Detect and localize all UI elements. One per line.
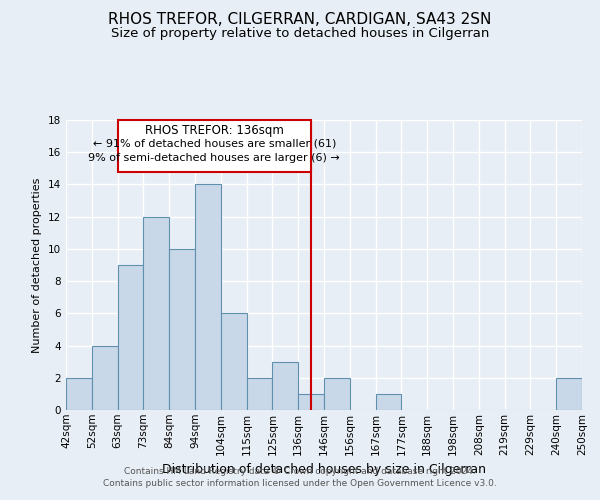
Bar (556, 378, 582, 410)
Text: Size of property relative to detached houses in Cilgerran: Size of property relative to detached ho… (111, 28, 489, 40)
Text: Contains public sector information licensed under the Open Government Licence v3: Contains public sector information licen… (103, 478, 497, 488)
Bar (169, 249, 195, 410)
Text: Contains HM Land Registry data © Crown copyright and database right 2024.: Contains HM Land Registry data © Crown c… (124, 467, 476, 476)
FancyBboxPatch shape (118, 120, 311, 172)
Bar (92, 346, 118, 410)
Bar (324, 378, 350, 410)
Bar (376, 394, 401, 410)
Text: ← 91% of detached houses are smaller (61): ← 91% of detached houses are smaller (61… (92, 138, 336, 148)
X-axis label: Distribution of detached houses by size in Cilgerran: Distribution of detached houses by size … (162, 463, 486, 476)
Bar (143, 216, 169, 410)
Text: 9% of semi-detached houses are larger (6) →: 9% of semi-detached houses are larger (6… (88, 153, 340, 163)
Bar (221, 314, 247, 410)
Text: RHOS TREFOR: 136sqm: RHOS TREFOR: 136sqm (145, 124, 284, 137)
Bar (298, 394, 324, 410)
Bar (247, 378, 272, 410)
Bar (195, 184, 221, 410)
Y-axis label: Number of detached properties: Number of detached properties (32, 178, 43, 352)
Text: RHOS TREFOR, CILGERRAN, CARDIGAN, SA43 2SN: RHOS TREFOR, CILGERRAN, CARDIGAN, SA43 2… (109, 12, 491, 28)
Bar (66, 378, 92, 410)
Bar (272, 362, 298, 410)
Bar (118, 265, 143, 410)
